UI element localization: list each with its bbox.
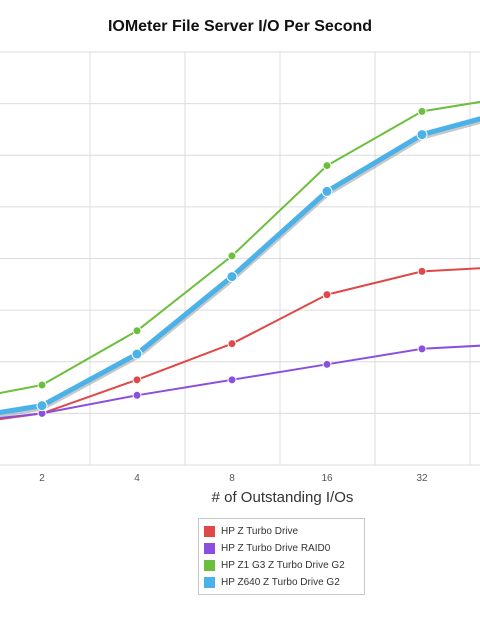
data-point (417, 106, 427, 116)
x-tick-label: 8 (229, 473, 235, 484)
data-point (132, 375, 142, 385)
data-point (227, 339, 237, 349)
x-axis-title: # of Outstanding I/Os (211, 489, 354, 506)
legend-item: HP Z1 G3 Z Turbo Drive G2 (204, 557, 358, 574)
series-line (0, 267, 480, 421)
data-point (132, 326, 142, 336)
data-point (417, 266, 427, 276)
legend-swatch (204, 526, 215, 537)
legend-label: HP Z Turbo Drive RAID0 (221, 543, 331, 554)
data-point (131, 348, 143, 360)
data-point (132, 390, 142, 400)
x-tick-labels: 2 4 8 16 32 (39, 473, 428, 484)
data-point (416, 129, 428, 141)
data-point (227, 375, 237, 385)
data-point (36, 400, 48, 412)
legend-item: HP Z Turbo Drive RAID0 (204, 540, 358, 557)
data-point (322, 290, 332, 300)
data-point (322, 359, 332, 369)
data-point (226, 271, 238, 283)
series-1 (0, 344, 480, 419)
grid (0, 51, 480, 466)
series-2 (0, 100, 480, 395)
data-point (321, 185, 333, 197)
legend-swatch (204, 560, 215, 571)
data-point (37, 380, 47, 390)
x-tick-label: 2 (39, 473, 45, 484)
legend-item: HP Z640 Z Turbo Drive G2 (204, 574, 358, 591)
series-layer (0, 100, 480, 421)
chart-title: IOMeter File Server I/O Per Second (107, 18, 373, 35)
x-tick-label: 32 (416, 473, 428, 484)
legend-item: HP Z Turbo Drive (204, 523, 358, 540)
x-tick-label: 4 (134, 473, 140, 484)
legend-label: HP Z640 Z Turbo Drive G2 (221, 577, 340, 588)
x-tick-label: 16 (321, 473, 333, 484)
data-point (227, 251, 237, 261)
legend-swatch (204, 543, 215, 554)
data-point (417, 344, 427, 354)
series-0 (0, 266, 480, 421)
series-line (0, 344, 480, 419)
series-3 (0, 116, 480, 418)
legend-label: HP Z1 G3 Z Turbo Drive G2 (221, 560, 345, 571)
legend-label: HP Z Turbo Drive (221, 526, 299, 537)
data-point (322, 161, 332, 171)
legend-swatch (204, 577, 215, 588)
legend: HP Z Turbo Drive HP Z Turbo Drive RAID0 HP… (198, 518, 365, 595)
